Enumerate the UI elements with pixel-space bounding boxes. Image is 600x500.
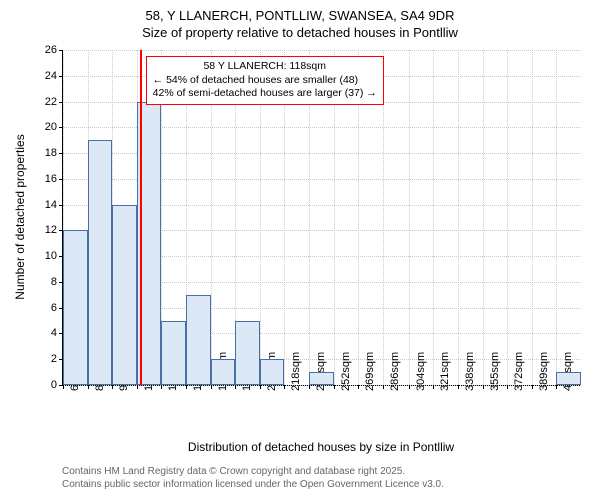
x-tick-mark (358, 385, 359, 389)
y-tick-label: 26 (45, 44, 63, 56)
x-tick-mark (409, 385, 410, 389)
chart-title: 58, Y LLANERCH, PONTLLIW, SWANSEA, SA4 9… (0, 0, 600, 42)
marker-line (140, 50, 142, 385)
x-tick-mark (532, 385, 533, 389)
footer-text: Contains HM Land Registry data © Crown c… (62, 465, 444, 491)
x-tick-mark (260, 385, 261, 389)
histogram-bar (235, 321, 260, 385)
histogram-bar (186, 295, 211, 385)
annotation-box: 58 Y LLANERCH: 118sqm← 54% of detached h… (146, 56, 384, 105)
y-tick-label: 6 (51, 302, 63, 314)
x-tick-label: 269sqm (362, 352, 376, 391)
grid-line-vertical (433, 50, 434, 385)
x-tick-mark (334, 385, 335, 389)
footer-line-2: Contains public sector information licen… (62, 478, 444, 491)
y-tick-label: 18 (45, 147, 63, 159)
title-line-1: 58, Y LLANERCH, PONTLLIW, SWANSEA, SA4 9… (0, 8, 600, 25)
x-tick-label: 218sqm (288, 352, 302, 391)
x-tick-label: 286sqm (387, 352, 401, 391)
grid-line-vertical (556, 50, 557, 385)
y-axis-label: Number of detached properties (13, 127, 27, 307)
grid-line-vertical (532, 50, 533, 385)
histogram-bar (211, 359, 236, 385)
x-tick-label: 338sqm (462, 352, 476, 391)
x-tick-mark (161, 385, 162, 389)
histogram-bar (63, 230, 88, 385)
x-tick-mark (112, 385, 113, 389)
footer-line-1: Contains HM Land Registry data © Crown c… (62, 465, 444, 478)
x-tick-label: 321sqm (437, 352, 451, 391)
y-tick-label: 14 (45, 199, 63, 211)
x-tick-mark (507, 385, 508, 389)
x-tick-mark (556, 385, 557, 389)
title-line-2: Size of property relative to detached ho… (0, 25, 600, 42)
annotation-line-3: 42% of semi-detached houses are larger (… (153, 87, 377, 101)
y-tick-label: 24 (45, 70, 63, 82)
x-tick-mark (88, 385, 89, 389)
y-tick-label: 4 (51, 327, 63, 339)
grid-line-vertical (483, 50, 484, 385)
x-tick-mark (383, 385, 384, 389)
y-tick-label: 22 (45, 96, 63, 108)
grid-line-vertical (409, 50, 410, 385)
histogram-bar (309, 372, 334, 385)
y-tick-label: 8 (51, 276, 63, 288)
histogram-bar (260, 359, 285, 385)
x-tick-mark (137, 385, 138, 389)
histogram-bar (556, 372, 581, 385)
x-tick-label: 355sqm (487, 352, 501, 391)
histogram-bar (88, 140, 113, 385)
x-tick-label: 252sqm (338, 352, 352, 391)
x-axis-label: Distribution of detached houses by size … (62, 440, 580, 454)
x-tick-mark (309, 385, 310, 389)
grid-line-vertical (458, 50, 459, 385)
y-tick-label: 20 (45, 121, 63, 133)
x-tick-mark (483, 385, 484, 389)
chart-container: 58, Y LLANERCH, PONTLLIW, SWANSEA, SA4 9… (0, 0, 600, 500)
histogram-bar (112, 205, 137, 385)
plot-area: 0246810121416182022242665sqm82sqm99sqm11… (62, 50, 581, 386)
x-tick-mark (63, 385, 64, 389)
y-tick-label: 10 (45, 250, 63, 262)
x-tick-mark (458, 385, 459, 389)
x-tick-label: 304sqm (413, 352, 427, 391)
x-tick-mark (284, 385, 285, 389)
grid-line-vertical (507, 50, 508, 385)
x-tick-mark (433, 385, 434, 389)
annotation-line-2: ← 54% of detached houses are smaller (48… (153, 74, 377, 88)
y-tick-label: 0 (51, 379, 63, 391)
x-tick-label: 389sqm (536, 352, 550, 391)
histogram-bar (161, 321, 186, 385)
x-tick-mark (211, 385, 212, 389)
y-tick-label: 2 (51, 353, 63, 365)
annotation-line-1: 58 Y LLANERCH: 118sqm (153, 60, 377, 74)
y-tick-label: 16 (45, 173, 63, 185)
x-tick-label: 372sqm (511, 352, 525, 391)
x-tick-mark (186, 385, 187, 389)
y-tick-label: 12 (45, 224, 63, 236)
x-tick-mark (235, 385, 236, 389)
